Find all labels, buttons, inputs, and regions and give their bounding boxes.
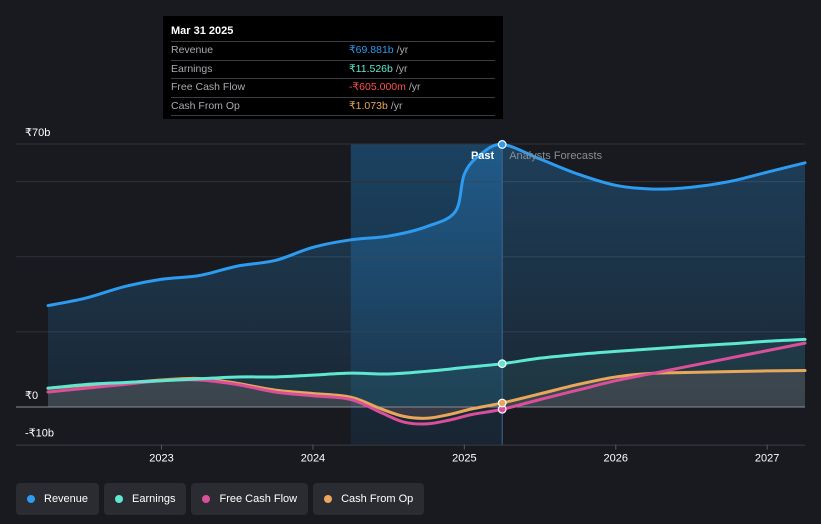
x-tick-label: 2024 <box>301 453 325 465</box>
tooltip-value-earnings: ₹11.526b <box>349 62 393 75</box>
marker-earnings <box>497 359 507 369</box>
legend-label: Cash From Op <box>341 493 414 505</box>
tooltip-unit: /yr <box>396 44 409 56</box>
forecast-label: Analysts Forecasts <box>509 150 602 162</box>
legend-label: Earnings <box>132 493 176 505</box>
y-tick-label: -₹10b <box>25 428 54 440</box>
tooltip-label: Revenue <box>171 44 214 56</box>
series-line-earnings <box>46 337 807 390</box>
earnings-dot-icon <box>115 495 124 503</box>
tooltip-value-revenue: ₹69.881b <box>349 44 394 56</box>
past-label: Past <box>471 150 495 162</box>
legend-label: Free Cash Flow <box>219 493 298 505</box>
earnings-area <box>48 339 805 407</box>
tooltip-row-free-cash-flow: Free Cash Flow -₹605.000m/yr <box>171 78 495 97</box>
tooltip: Mar 31 2025 Revenue ₹69.881b/yr Earnings… <box>163 16 503 119</box>
series-line-revenue <box>46 142 807 308</box>
x-tick-label: 2026 <box>604 453 628 465</box>
legend-item-free-cash-flow[interactable]: Free Cash Flow <box>191 483 309 515</box>
legend-item-earnings[interactable]: Earnings <box>104 483 187 515</box>
tooltip-row-revenue: Revenue ₹69.881b/yr <box>171 41 495 60</box>
tooltip-value-cash-from-op: ₹1.073b <box>349 99 388 112</box>
tooltip-unit: /yr <box>390 99 403 112</box>
tooltip-row-cash-from-op: Cash From Op ₹1.073b/yr <box>171 96 495 116</box>
cash-from-op-dot-icon <box>324 495 333 503</box>
tooltip-unit: /yr <box>395 62 408 75</box>
x-tick-label: 2025 <box>452 453 476 465</box>
tooltip-label: Cash From Op <box>171 99 240 112</box>
tooltip-date: Mar 31 2025 <box>171 25 234 37</box>
y-tick-label: ₹0 <box>25 390 38 402</box>
marker-revenue <box>497 140 507 149</box>
tooltip-label: Earnings <box>171 62 213 75</box>
x-tick-label: 2023 <box>149 453 173 465</box>
legend-item-revenue[interactable]: Revenue <box>16 483 100 515</box>
legend-item-cash-from-op[interactable]: Cash From Op <box>313 483 425 515</box>
legend-label: Revenue <box>44 493 89 505</box>
y-tick-label: ₹70b <box>25 127 50 139</box>
cash-from-op-area <box>48 370 805 419</box>
tooltip-row-earnings: Earnings ₹11.526b/yr <box>171 59 495 79</box>
x-tick-label: 2027 <box>755 453 779 465</box>
chart-area: Past Analysts Forecasts ₹70b ₹0 -₹10b 2023 202… <box>16 127 807 465</box>
tooltip-label: Free Cash Flow <box>171 81 246 93</box>
legend: Revenue Earnings Free Cash Flow Cash Fro… <box>16 483 425 515</box>
revenue-dot-icon <box>27 495 35 503</box>
tooltip-value-free-cash-flow: -₹605.000m <box>349 81 406 93</box>
marker-cash-from-op <box>497 398 507 408</box>
revenue-area <box>48 144 805 407</box>
free-cash-flow-dot-icon <box>202 495 211 503</box>
tooltip-unit: /yr <box>408 81 421 93</box>
